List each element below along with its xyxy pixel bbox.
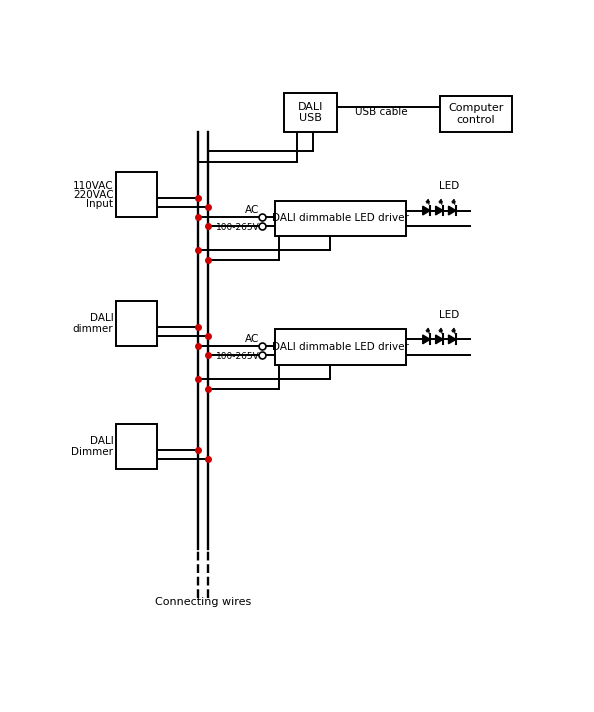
Text: DALI dimmable LED driver: DALI dimmable LED driver [271,342,409,352]
Text: Input: Input [86,199,113,209]
Text: USB cable: USB cable [355,107,408,117]
FancyBboxPatch shape [274,330,406,365]
FancyBboxPatch shape [116,301,157,346]
Text: DALI: DALI [90,436,113,446]
Text: 220VAC: 220VAC [72,189,113,199]
Text: DALI dimmable LED driver: DALI dimmable LED driver [271,214,409,224]
Polygon shape [423,335,430,344]
Text: LED: LED [440,310,460,320]
Text: dimmer: dimmer [72,324,113,334]
Text: 110VAC: 110VAC [72,182,113,192]
FancyBboxPatch shape [274,201,406,236]
Polygon shape [435,206,443,215]
FancyBboxPatch shape [284,93,337,132]
FancyBboxPatch shape [116,424,157,469]
Text: DALI
USB: DALI USB [298,102,323,123]
Polygon shape [448,206,456,215]
Text: LED: LED [440,182,460,192]
Text: Dimmer: Dimmer [71,447,113,457]
Text: AC: AC [245,205,260,215]
Text: 100-265V: 100-265V [216,223,260,232]
Text: AC: AC [245,334,260,344]
Text: Computer
control: Computer control [448,103,504,125]
Polygon shape [435,335,443,344]
FancyBboxPatch shape [116,172,157,217]
Text: DALI: DALI [90,313,113,323]
FancyBboxPatch shape [440,96,511,132]
Polygon shape [448,335,456,344]
Text: Connecting wires: Connecting wires [154,597,251,607]
Polygon shape [423,206,430,215]
Text: 100-265V: 100-265V [216,352,260,361]
